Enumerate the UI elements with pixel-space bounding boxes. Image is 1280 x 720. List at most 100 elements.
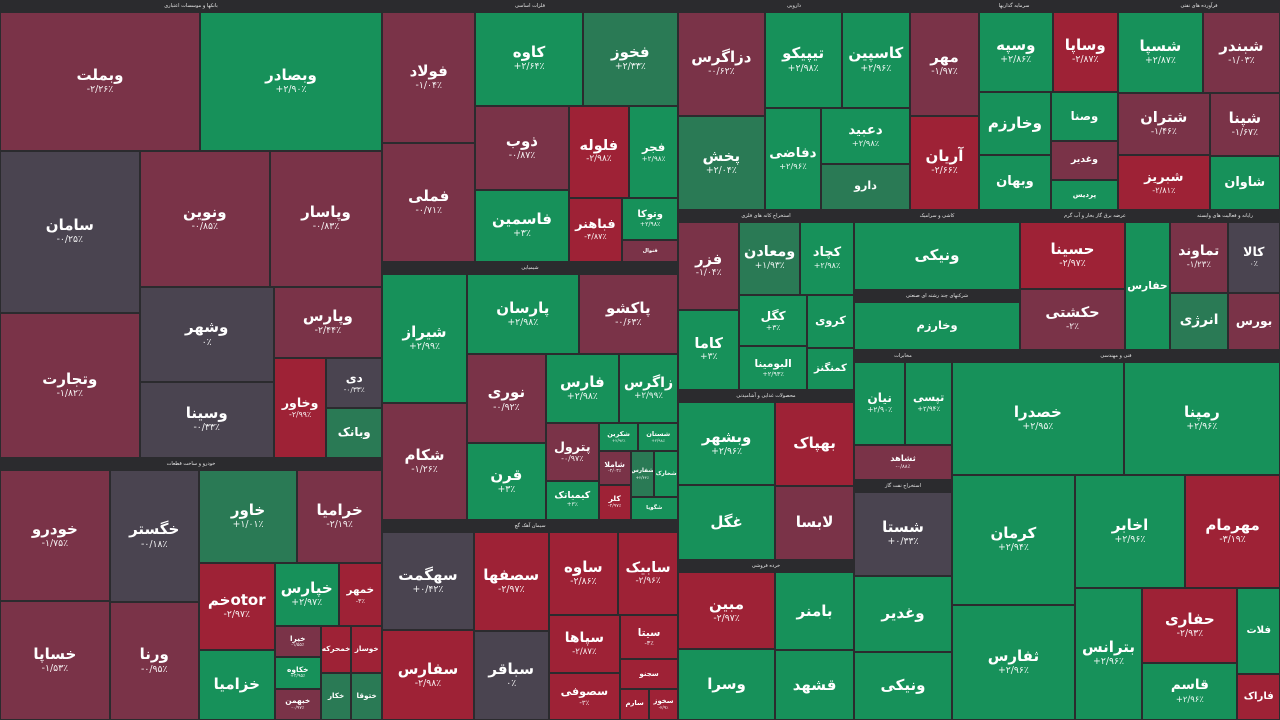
stock-tile[interactable]: کالا ۰٪ (1227, 222, 1280, 293)
stock-tile[interactable]: دعبید +۲/۹۸٪ (821, 107, 910, 164)
stock-tile[interactable]: تیپیکو +۲/۹۸٪ (764, 12, 842, 108)
stock-tile[interactable]: وساپا -۲/۸۷٪ (1052, 12, 1118, 92)
stock-tile[interactable]: وتوکا +۲/۹۸٪ (622, 198, 678, 241)
stock-tile[interactable]: خاور +۱/۰۱٪ (198, 470, 298, 564)
stock-tile[interactable]: کگل +۳٪ (739, 294, 807, 347)
stock-tile[interactable]: ورنا -۰/۹۵٪ (109, 602, 199, 720)
stock-tile[interactable]: وپارس -۲/۴۴٪ (273, 286, 382, 359)
stock-tile[interactable]: شخارک (654, 450, 678, 497)
stock-tile[interactable]: کیمیاتک +۳٪ (545, 480, 599, 520)
stock-tile[interactable]: وشهر ۰٪ (139, 286, 274, 382)
stock-tile[interactable]: شاوان (1209, 156, 1280, 210)
stock-tile[interactable]: شپنا -۱/۶۷٪ (1209, 93, 1280, 157)
stock-tile[interactable]: شتران -۱/۴۶٪ (1118, 93, 1210, 156)
stock-tile[interactable]: فاراک (1237, 674, 1280, 720)
stock-tile[interactable]: سپاها -۲/۸۷٪ (548, 615, 621, 674)
stock-tile[interactable]: دی -۰/۳۳٪ (326, 358, 382, 409)
stock-tile[interactable]: کمنگنز (806, 347, 854, 390)
stock-tile[interactable]: سصفها -۲/۹۷٪ (473, 532, 549, 632)
stock-tile[interactable]: فملی -۰/۷۱٪ (382, 142, 476, 262)
stock-tile[interactable]: ونوین -۰/۸۵٪ (139, 150, 270, 287)
stock-tile[interactable]: حکشتی -۲٪ (1020, 289, 1125, 350)
stock-tile[interactable]: شگویا (630, 496, 678, 520)
stock-tile[interactable]: خرامیا -۲/۱۹٪ (297, 470, 382, 564)
stock-tile[interactable]: سابیک -۲/۹۶٪ (618, 532, 678, 616)
stock-tile[interactable]: شکربن +۲/۹۶٪ (598, 423, 639, 451)
stock-tile[interactable]: آریان -۲/۶۶٪ (910, 115, 979, 210)
stock-tile[interactable]: فولاد -۱/۰۴٪ (382, 12, 476, 143)
stock-tile[interactable]: انرژی (1170, 292, 1229, 350)
stock-tile[interactable]: وغدیر (1050, 140, 1118, 181)
stock-tile[interactable]: حسینا -۲/۹۷٪ (1020, 222, 1125, 290)
stock-tile[interactable]: وبملت -۲/۲۶٪ (0, 12, 200, 151)
stock-tile[interactable]: ساوه -۲/۸۶٪ (548, 532, 619, 616)
stock-tile[interactable]: دارو (821, 163, 910, 210)
stock-tile[interactable]: کرمان +۲/۹۴٪ (952, 475, 1075, 605)
stock-tile[interactable]: وسپه +۲/۸۶٪ (978, 12, 1053, 92)
stock-tile[interactable]: سفارس -۲/۹۸٪ (382, 630, 474, 720)
stock-tile[interactable]: پاکشو -۰/۶۳٪ (578, 274, 678, 355)
stock-tile[interactable]: نیان +۲/۹۰٪ (854, 362, 906, 445)
stock-tile[interactable]: بترانس +۲/۹۶٪ (1074, 587, 1143, 720)
stock-tile[interactable]: شیراز +۲/۹۹٪ (382, 274, 468, 403)
stock-tile[interactable]: پترول -۰/۹۷٪ (545, 423, 599, 481)
stock-tile[interactable]: سصوفی -۳٪ (548, 673, 621, 720)
stock-tile[interactable]: خیرا -۱/۵۵٪ (274, 626, 321, 658)
stock-tile[interactable]: فارس +۲/۹۸٪ (545, 354, 620, 424)
stock-tile[interactable]: ختوقا (351, 673, 382, 720)
stock-tile[interactable]: خوساز (351, 626, 382, 674)
stock-tile[interactable]: شستان +۲/۹۸٪ (638, 423, 678, 451)
stock-tile[interactable]: کاوه +۲/۶۴٪ (475, 12, 583, 106)
stock-tile[interactable]: شسپا +۲/۸۷٪ (1118, 12, 1203, 94)
stock-tile[interactable]: فباهنر -۴/۸۷٪ (568, 198, 623, 262)
stock-tile[interactable]: اخابر +۲/۹۶٪ (1074, 475, 1186, 588)
stock-tile[interactable]: وخارزم (978, 91, 1051, 156)
stock-tile[interactable]: وسینا -۰/۳۳٪ (139, 381, 274, 458)
stock-tile[interactable]: فخوز +۲/۳۳٪ (582, 12, 678, 106)
stock-tile[interactable]: خمحرکه (320, 626, 352, 674)
stock-tile[interactable]: خزامیا (198, 650, 275, 720)
stock-tile[interactable]: دزاگرس -۰/۶۲٪ (678, 12, 765, 116)
stock-tile[interactable]: وبهان (978, 155, 1051, 210)
stock-tile[interactable]: بهپاک (775, 402, 854, 486)
stock-tile[interactable]: فجر +۲/۹۸٪ (629, 105, 678, 199)
stock-tile[interactable]: وتجارت -۱/۸۲٪ (0, 313, 140, 458)
stock-tile[interactable]: ونیکی (854, 222, 1020, 290)
stock-tile[interactable]: خکار (320, 673, 352, 720)
stock-tile[interactable]: مهر -۱/۹۷٪ (910, 12, 979, 116)
stock-tile[interactable]: ثفارس +۲/۹۶٪ (952, 604, 1075, 720)
stock-tile[interactable]: فزر -۱/۰۴٪ (678, 222, 740, 310)
stock-tile[interactable]: پردیس (1050, 180, 1118, 210)
stock-tile[interactable]: کاما +۳٪ (678, 309, 740, 390)
stock-tile[interactable]: ذوب -۰/۸۷٪ (475, 105, 569, 190)
stock-tile[interactable]: سهگمت +۰/۴۲٪ (382, 532, 474, 631)
stock-tile[interactable]: قشهد (775, 650, 854, 720)
stock-tile[interactable]: دفاضی +۲/۹۶٪ (764, 107, 822, 210)
stock-tile[interactable]: البومینا +۲/۹۳٪ (739, 346, 807, 390)
stock-tile[interactable]: شاملا -۲/۰۳٪ (598, 450, 631, 486)
stock-tile[interactable]: قرن +۳٪ (467, 443, 546, 520)
stock-tile[interactable]: قاسم +۲/۹۶٪ (1142, 662, 1238, 720)
stock-tile[interactable]: کچاد +۲/۹۸٪ (800, 222, 854, 295)
stock-tile[interactable]: ثشاهد -۰/۸۸٪ (854, 444, 952, 480)
stock-tile[interactable]: وصنا (1050, 91, 1118, 141)
stock-tile[interactable]: کروی (806, 294, 854, 348)
stock-tile[interactable]: فلات (1237, 587, 1280, 675)
stock-tile[interactable]: وسرا (678, 649, 776, 720)
stock-tile[interactable]: حفاری -۲/۹۳٪ (1142, 587, 1238, 663)
stock-tile[interactable]: کلر -۲/۹۷٪ (598, 485, 631, 520)
stock-tile[interactable]: خمotor -۲/۹۷٪ (198, 563, 275, 651)
stock-tile[interactable]: خگستر -۰/۱۸٪ (109, 470, 199, 603)
stock-tile[interactable]: خپارس +۲/۹۷٪ (274, 563, 339, 627)
stock-tile[interactable]: فنوال (622, 240, 678, 262)
stock-tile[interactable]: مهرمام -۳/۱۹٪ (1185, 475, 1280, 588)
stock-tile[interactable]: خمهر -۳٪ (338, 563, 382, 627)
stock-tile[interactable]: کاسپین +۲/۹۶٪ (841, 12, 910, 108)
stock-tile[interactable]: شفارس +۲/۴۴٪ (630, 450, 655, 497)
stock-tile[interactable]: مبین -۲/۹۷٪ (678, 572, 776, 650)
stock-tile[interactable]: حفارس (1124, 222, 1170, 350)
stock-tile[interactable]: شستا +۰/۳۳٪ (854, 492, 952, 576)
stock-tile[interactable]: سارم (620, 688, 650, 720)
stock-tile[interactable]: پخش +۲/۰۴٪ (678, 115, 765, 210)
stock-tile[interactable]: سامان -۰/۲۵٪ (0, 150, 140, 314)
